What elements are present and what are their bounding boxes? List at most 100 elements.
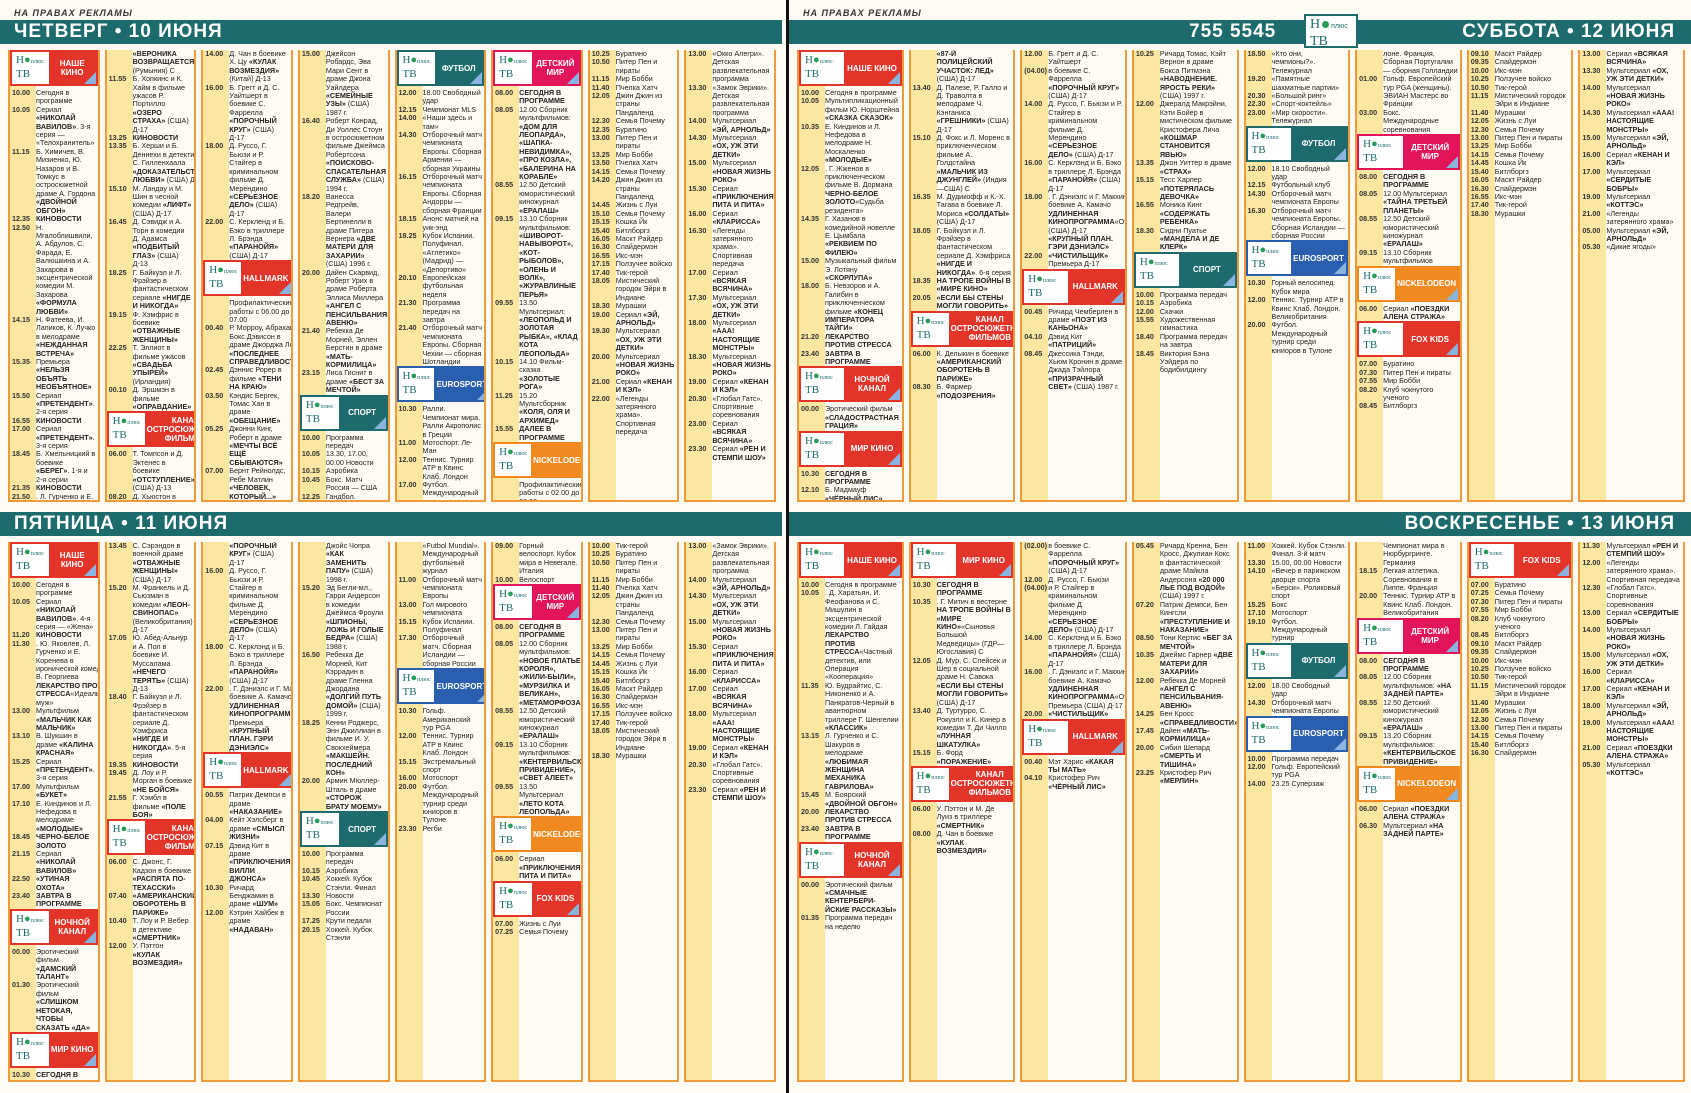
listing-time: 04.10 <box>1024 331 1043 341</box>
listing-text: Семья Почему <box>616 617 676 626</box>
listing-text: Мультсериал «Коттэс» <box>1606 760 1681 778</box>
listing-description: Б. Хмельницкий в боевике <box>36 449 96 467</box>
listing-item: 14.30 Мультсериал «ААА! Настоящие монстры… <box>1580 108 1683 134</box>
listing-text: Футбол. Международный турнир среди юниор… <box>423 782 483 825</box>
listing-item: 06.00 Т. Томпсон и Д. Эктенес в боевике «… <box>107 450 195 492</box>
listing-item: 12.00 Д. Руссо, Г. Бьюзи <box>1022 575 1125 584</box>
listing-description: Кенни Роджерс, Энн Джиллиан в фильме И. … <box>325 717 381 752</box>
listing-time <box>205 727 229 752</box>
listing-item: 14.00 23.25 Суперзаж <box>1246 779 1349 788</box>
listing-title: «Порочный круг» <box>229 116 277 134</box>
listing-text: Музыкальный фильм Э. Лотяну «Скорлупа» <box>825 256 900 282</box>
listing-description: 12.50 Детский юмористический киножурнал <box>1383 214 1439 240</box>
listing-text: 12.00 Сборник мультфильмов: «Дом для лео… <box>519 105 579 182</box>
listing-time: 14.00 <box>1024 99 1043 109</box>
listing-item: 00.45 Ричард Чемберлен в драме «Поэт из К… <box>1022 307 1125 333</box>
listing-title: «Распята по-техасски» <box>132 874 186 892</box>
listing-time: 09.35 <box>1470 647 1489 657</box>
listing-text: Моника Кинг «Содержать ребенка» <box>1160 201 1235 226</box>
ntv-plus-logo: Н●плюс ТВ <box>398 670 435 703</box>
listing-item: 14.45 Кошка Йк <box>1469 158 1572 167</box>
listing-title: «Сторож брату моему» <box>325 793 382 811</box>
listing-time: 10.15 <box>1135 298 1154 308</box>
listing-time: 19.00 <box>688 742 707 752</box>
listing-text: 15.20 Мультсборник «Коля, Оля и Архимед» <box>519 391 579 426</box>
listing-text: Жизнь с Луи <box>616 659 676 668</box>
listing-description: Буратино <box>615 50 647 58</box>
listing-time: 12.50 <box>12 222 30 232</box>
listing-item: (02.00) в боевике С. Фаррелла «Порочный к… <box>1022 542 1125 576</box>
listing-time: 07.20 <box>1135 599 1154 609</box>
listing-description: Битлборгз <box>1494 739 1529 749</box>
listing-description: Сериал <box>712 667 738 677</box>
listing-time: 10.30 <box>12 1069 30 1079</box>
listing-time: 08.00 <box>495 88 514 97</box>
listing-text: Сериал «Рен и Стемпи шоу» <box>712 444 772 462</box>
listing-title: «20 000 лье под водой» <box>1159 574 1226 593</box>
listing-text: Сериал «Претендент». 3-я серия <box>36 757 96 783</box>
listing-item: 13.00 «Окко Алегри». Детская развлекатель… <box>686 50 774 84</box>
listing-title: «Николай Вавилов» <box>36 113 77 131</box>
listing-time: 09.35 <box>205 501 229 502</box>
listing-item: 09.35Мэт Бэдист «Живая на мать» <box>203 501 291 502</box>
listing-item: 14.15 Семья Почему <box>590 650 678 659</box>
listing-title: «Подозрения» <box>936 390 996 400</box>
listing-time: 13.30 <box>301 891 320 901</box>
listing-item: 01.30 Эротический фильм «Слишком нетокая,… <box>10 981 98 1032</box>
listing-title: «Бег за мечтой» <box>1159 633 1233 651</box>
listing-description: Тик-герой <box>1494 200 1527 210</box>
listing-item: 13.00 Сериал «Всякая всячина» <box>1580 50 1683 67</box>
listing-time: 10.30 <box>912 580 931 589</box>
listing-item: 23.15 Лиса Гиснит в драме «Бест за Мечтой… <box>300 369 388 394</box>
listing-description: Чемпионат мира в Нюрбургринге. Германия <box>1383 542 1445 567</box>
listing-text: Сериал «Приключения Пита и Пита» <box>712 184 773 210</box>
listing-item: 08.55 12.50 Детский юмористический киножу… <box>1357 698 1460 733</box>
listing-time <box>302 542 326 584</box>
listing-text: «Замок Эврики». Детская развлекательная … <box>712 542 772 576</box>
schedule-column: 10.00 Тик-герой 10.25 Буратино 10.50 Питер Пе… <box>587 542 680 1082</box>
listing-text: Лекарство против стресса <box>825 807 900 825</box>
listing-text: «Futbol Mundial». Международный футбольн… <box>423 542 483 576</box>
listing-item: 08.55 12.50 Детский юмористический киножу… <box>493 706 581 741</box>
listing-item: 19.00 Мультсериал «ААА! Настоящие монстры… <box>1580 718 1683 744</box>
listing-text: Питер Пен и пираты <box>616 133 676 151</box>
listing-description: 13.10 Сборник мультфильмов: <box>519 214 571 232</box>
listing-title: «Эй, Арнольд» <box>712 583 771 593</box>
listing-title: «Реквием по филею» <box>825 239 877 257</box>
listing-description: М. Ландау и М. Шин в чесной комедии <box>132 183 183 210</box>
listing-description: С. Керклэнд и Б. Бэко в триллере Л. Брэн… <box>1048 633 1122 651</box>
listing-item: 09.35 Спайдермэн <box>1469 57 1572 66</box>
listing-time: 17.10 <box>1247 608 1266 618</box>
listing-description: Пчелка Хатч <box>615 583 658 593</box>
channel-header: Н●плюс ТВ ФУТБОЛ <box>396 50 485 86</box>
listing-time: 20.00 <box>1359 591 1378 601</box>
listing-time: 17.05 <box>108 633 127 643</box>
listing-title: «Ох, уж эти детки» <box>712 301 759 319</box>
listing-time: 17.30 <box>398 633 417 643</box>
listing-text: Ричард Чемберлен в драме «Поэт из Каньон… <box>1048 307 1123 333</box>
listing-text: Отборочный матч чемпионата Европы <box>1272 698 1347 716</box>
listing-item: 11.40 Мурашки <box>1469 108 1572 117</box>
listing-description: Семья Почему <box>615 208 665 218</box>
listing-description: Мир Бобби <box>1494 141 1532 151</box>
listing-text: «Вечер в парижском дворце спорта «Берси»… <box>1272 566 1347 601</box>
listing-suffix: (США) 1999 г. <box>325 700 381 719</box>
listing-description: Маскт Райдер <box>1494 638 1542 648</box>
listing-text: Профилактические работы с 06.00 до 07.00 <box>229 298 291 324</box>
listing-text: Д. Руссо, Г. Бьюзи и Р. Стайгер в кримин… <box>229 567 289 643</box>
listing-time: 15.20 <box>108 583 127 593</box>
listing-text: Джин Джин из страны Пандаленд <box>616 175 676 201</box>
listing-item: 12.00 Скачки <box>1134 307 1237 316</box>
listing-description: «Легенды затерянного храма» <box>1606 208 1674 227</box>
ntv-plus-logo: Н●плюс ТВ <box>12 910 49 943</box>
listing-description: Эротический фильм <box>36 946 79 965</box>
listing-text: Сериал «Кенан и Кэл» <box>1606 684 1681 702</box>
schedule-column: «Вероника возвращается» (Румыния) С 11.55… <box>104 50 197 502</box>
listing-description: Спайдермэн <box>1494 647 1537 657</box>
listing-item: 12.00 Ребекка Де Морней «Ангел с Пенсильв… <box>1134 676 1237 711</box>
ntv-plus-logo: Н●плюс ТВ <box>495 444 532 477</box>
listing-description: «Спорт-коктейль» <box>1271 99 1332 109</box>
listing-text: Мультфильм «Мальчик как мальчик» <box>36 706 96 732</box>
ntv-plus-logo: Н●плюс ТВ <box>108 821 145 854</box>
listing-description: Д. Хьюстон в фильме <box>132 491 177 501</box>
